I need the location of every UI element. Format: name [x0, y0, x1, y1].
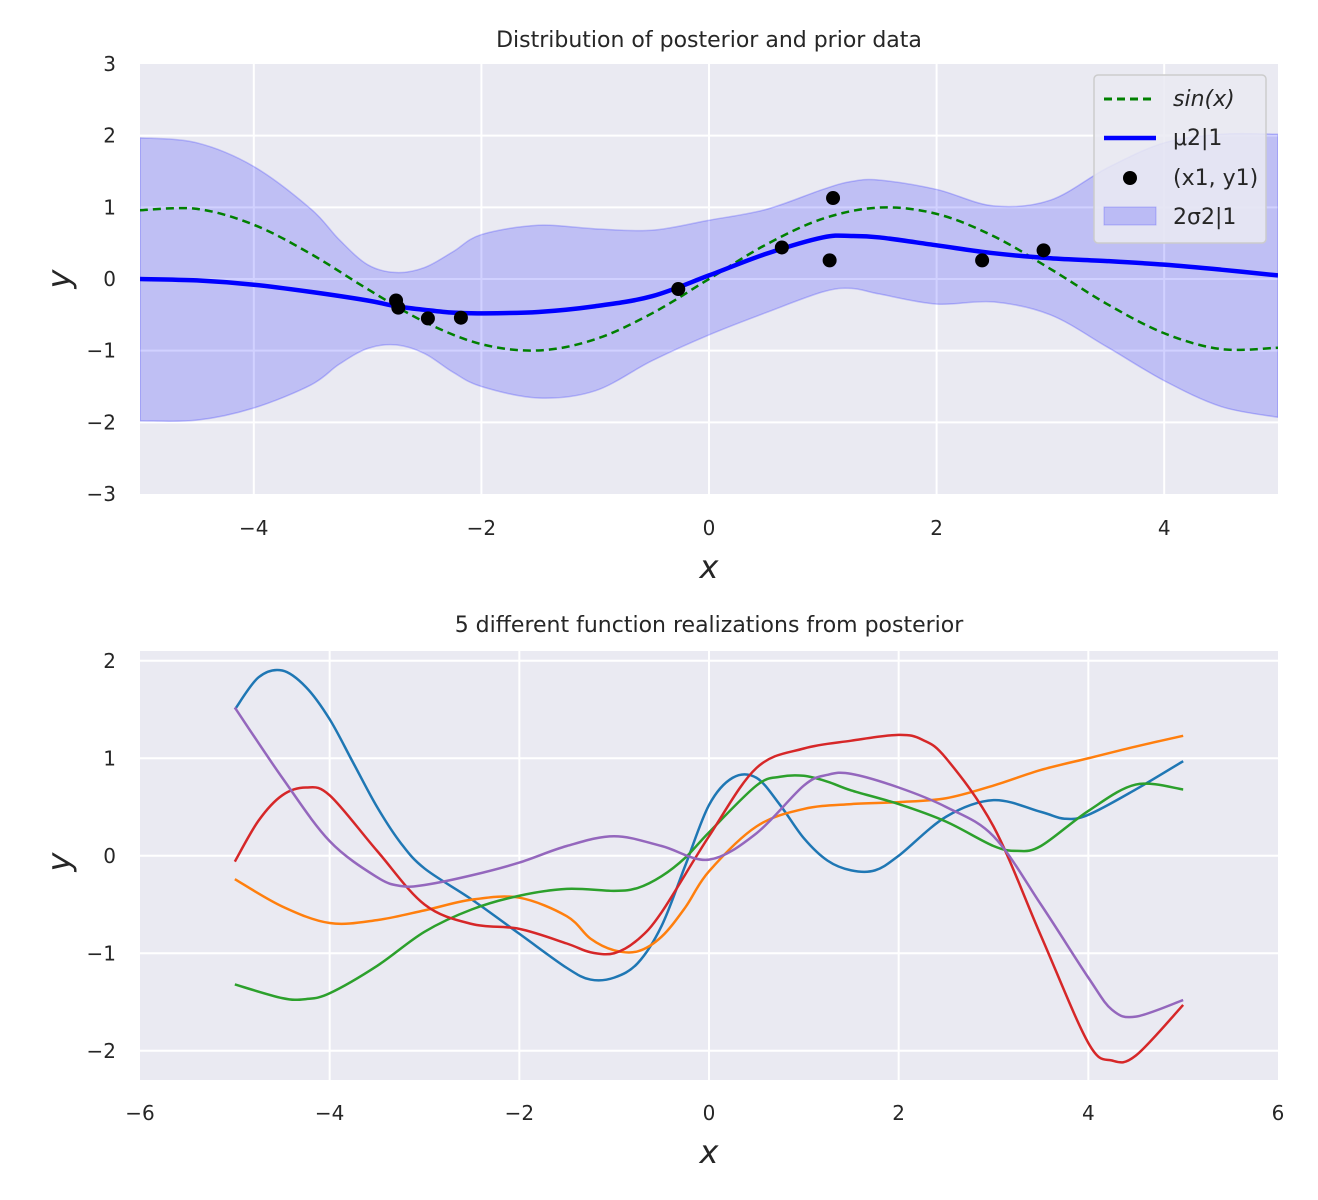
realization-line-1 [233, 668, 1184, 982]
bottom-x-tick-label: −6 [125, 1101, 154, 1125]
top-y-tick-label: −2 [87, 410, 116, 434]
legend-points-label: (x1, y1) [1173, 166, 1258, 191]
top-x-axis-label: x [699, 548, 720, 586]
top-x-tick-label: −4 [239, 516, 268, 540]
bottom-x-tick-label: 2 [892, 1101, 905, 1125]
bottom-grid [140, 651, 1278, 1080]
bottom-y-tick-label: 2 [103, 649, 116, 673]
bottom-tick-labels: −6 −4 −2 0 2 4 6 −2 −1 0 1 2 [87, 649, 1285, 1125]
realization-line-2 [234, 734, 1184, 954]
top-x-tick-label: 0 [703, 516, 716, 540]
top-chart-title: Distribution of posterior and prior data [496, 28, 922, 53]
top-y-axis-label: y [40, 268, 78, 289]
observed-data-point [391, 300, 406, 315]
bottom-x-tick-label: 6 [1272, 1101, 1285, 1125]
bottom-x-axis-label: x [699, 1133, 720, 1171]
legend-mu-label: μ2|1 [1173, 126, 1222, 151]
sin-line [140, 206, 1278, 352]
top-y-tick-label: 3 [103, 52, 116, 76]
observed-data-point [671, 282, 686, 297]
realizations-subplot: 5 different function realizations from p… [40, 613, 1284, 1171]
bottom-x-tick-label: −4 [315, 1101, 344, 1125]
legend-sin-label: sin(x) [1173, 87, 1235, 112]
bottom-x-tick-label: 4 [1082, 1101, 1095, 1125]
observed-data-point [420, 311, 435, 326]
observed-data-point [453, 310, 468, 325]
top-y-tick-label: 0 [103, 267, 116, 291]
bottom-y-tick-label: 0 [103, 844, 116, 868]
bottom-y-tick-label: −2 [87, 1039, 116, 1063]
bottom-y-axis-label: y [40, 851, 78, 872]
bottom-x-tick-label: −2 [505, 1101, 534, 1125]
observed-data-point [975, 253, 990, 268]
legend-frame [1093, 74, 1267, 244]
top-y-tick-label: 1 [103, 195, 116, 219]
observed-data-point [774, 240, 789, 255]
observed-data-point [826, 191, 841, 206]
legend-points-swatch [1123, 171, 1137, 185]
realization-line-3 [234, 774, 1184, 1002]
legend-band-label: 2σ2|1 [1173, 205, 1236, 230]
top-y-tick-label: −1 [87, 339, 116, 363]
top-tick-labels: −4 −2 0 2 4 −3 −2 −1 0 1 2 3 [87, 52, 1171, 540]
bottom-y-tick-label: −1 [87, 941, 116, 965]
realization-line-5 [233, 706, 1184, 1019]
legend: sin(x) μ2|1 (x1, y1) 2σ2|1 [1093, 74, 1267, 244]
top-y-tick-label: 2 [103, 124, 116, 148]
realization-line-4 [233, 733, 1185, 1064]
top-x-tick-label: 2 [930, 516, 943, 540]
bottom-x-tick-label: 0 [703, 1101, 716, 1125]
top-plot-marks [140, 132, 1278, 423]
top-y-tick-label: −3 [87, 482, 116, 506]
top-x-tick-label: 4 [1158, 516, 1171, 540]
observed-data-point [822, 253, 837, 268]
posterior-prior-subplot: Distribution of posterior and prior data… [40, 28, 1278, 586]
bottom-plot-marks [233, 668, 1185, 1064]
legend-band-swatch [1103, 206, 1157, 226]
observed-data-point [1036, 243, 1051, 258]
bottom-chart-title: 5 different function realizations from p… [455, 613, 965, 638]
bottom-y-tick-label: 1 [103, 746, 116, 770]
top-x-tick-label: −2 [467, 516, 496, 540]
